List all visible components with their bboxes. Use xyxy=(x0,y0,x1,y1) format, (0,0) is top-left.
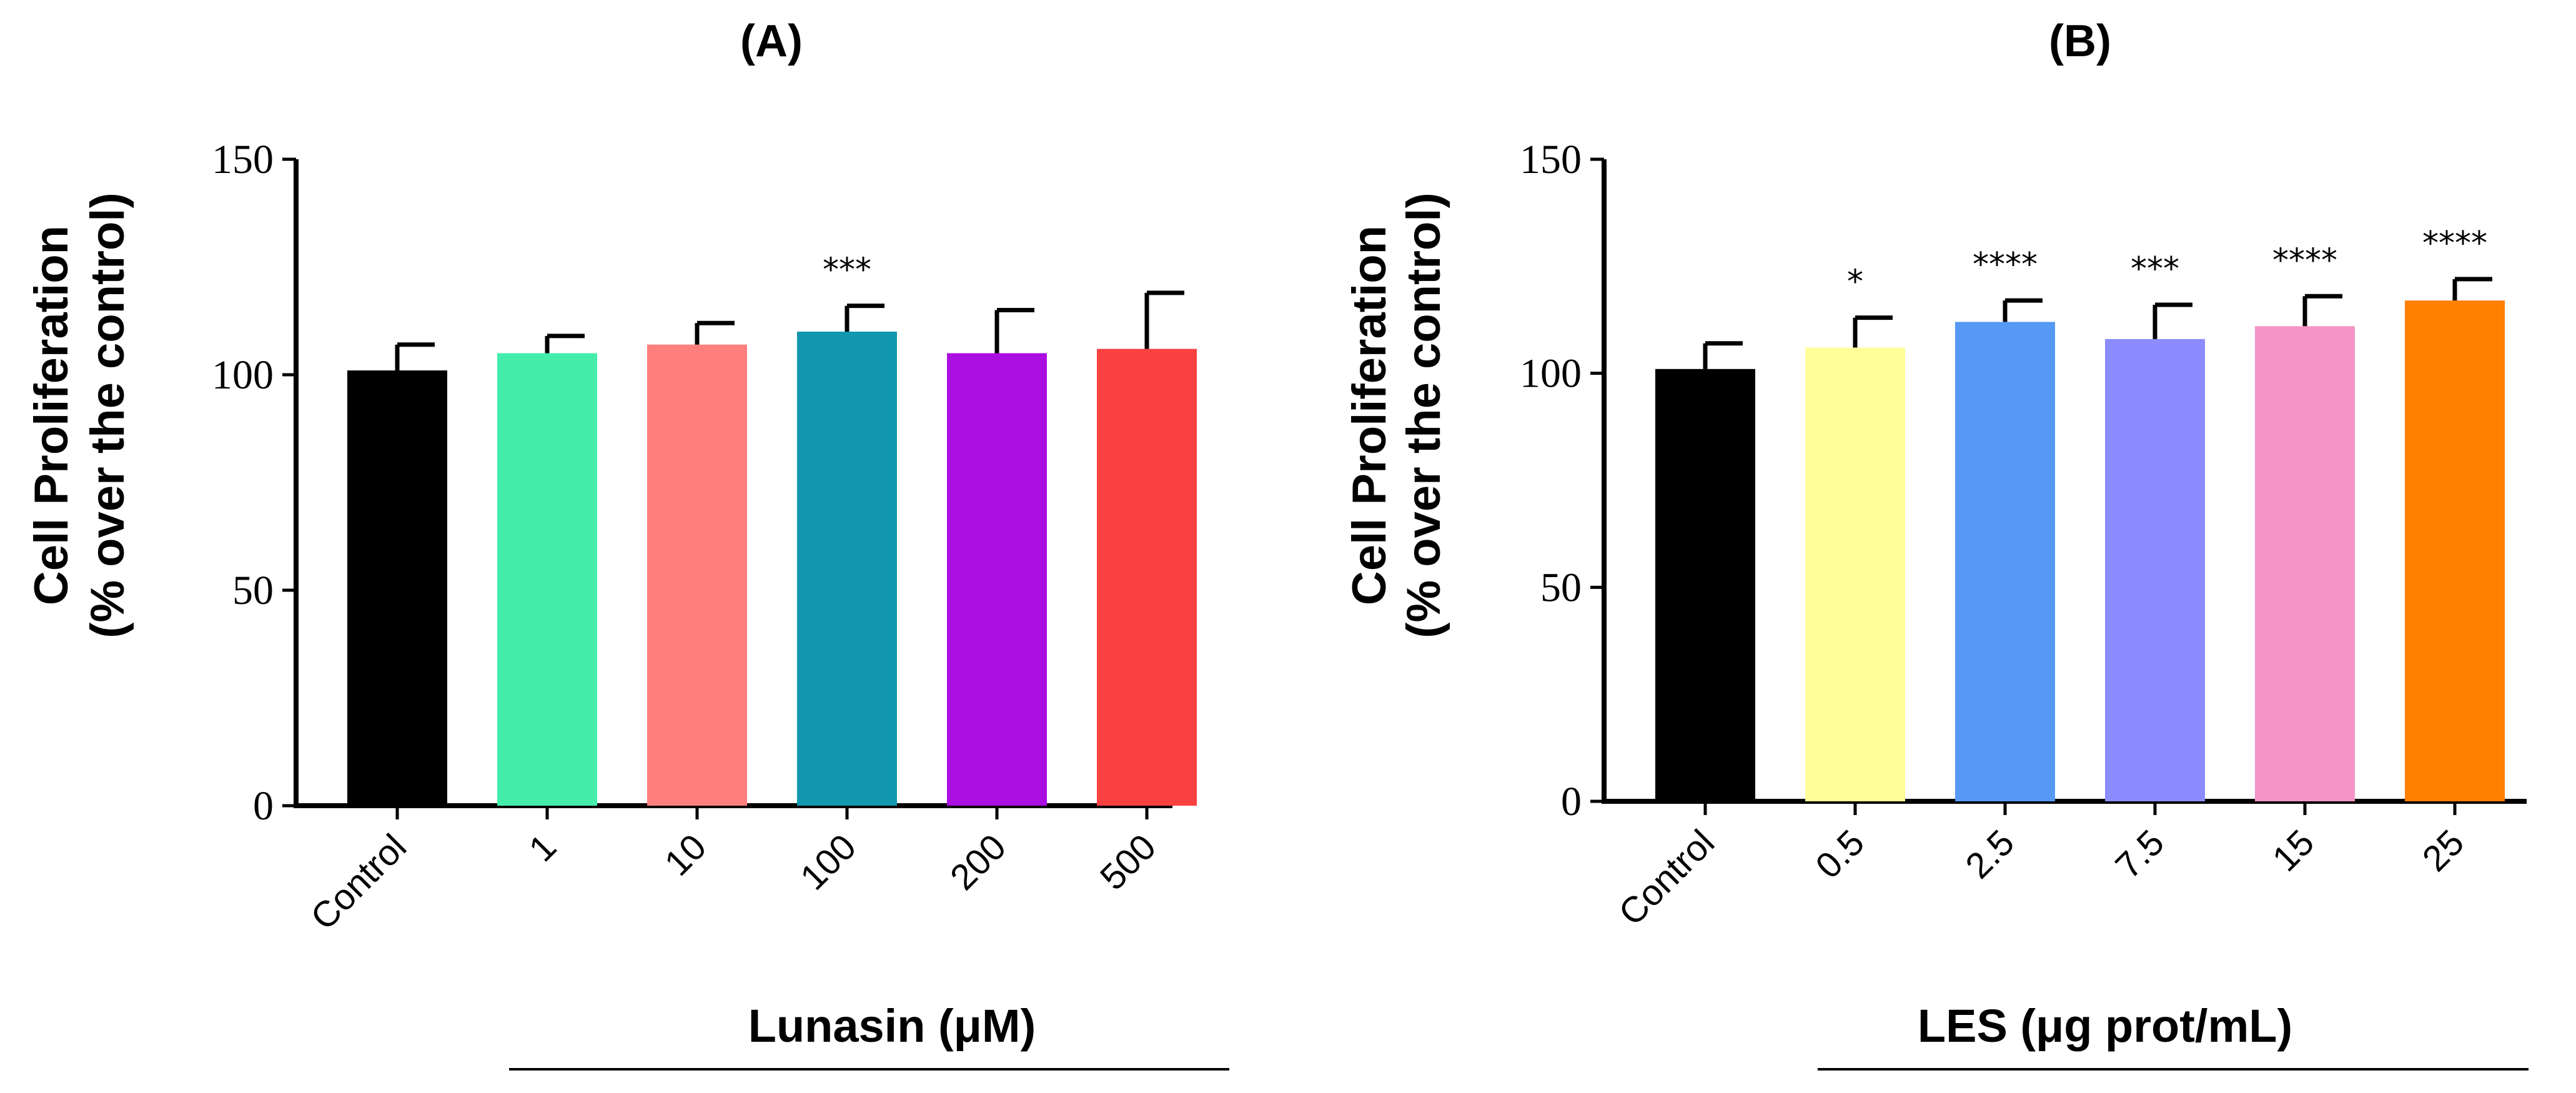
panel-a-x-tick-label: 200 xyxy=(943,826,1014,898)
panel-a-y-tick-label: 150 xyxy=(212,137,274,182)
panel-b-bar xyxy=(2255,326,2355,801)
panel-b-bar xyxy=(1655,368,1755,801)
panel-b-significance-label: *** xyxy=(2131,250,2179,288)
panel-a-error-bar xyxy=(1144,290,1184,349)
panel-b-error-bar xyxy=(2003,298,2043,322)
panel-a-x-tick-label: 500 xyxy=(1092,826,1164,898)
panel-a-significance-label: *** xyxy=(823,252,871,289)
panel-a-x-tick-label: 1 xyxy=(521,826,564,869)
panel-a-error-bar xyxy=(845,304,884,332)
panel-b-y-ticks: 0 50 100 150 xyxy=(1520,137,1604,824)
panel-a-x-title: Lunasin (μM) xyxy=(748,1000,1036,1052)
panel-b-error-bar xyxy=(2152,302,2192,339)
panel-a-bar xyxy=(347,370,447,806)
panel-b-x-tick-label: 2.5 xyxy=(1958,822,2022,886)
panel-b-x-ticks: Control 0.5 2.5 7.5 15 25 xyxy=(1611,801,2472,933)
panel-a-bars: *** xyxy=(347,252,1197,806)
panel-a-y-title-line2: (% over the control) xyxy=(81,192,134,638)
panel-b-x-tick-label: 25 xyxy=(2415,822,2472,879)
panel-b-bar xyxy=(2405,300,2505,801)
panel-b-significance-label: **** xyxy=(1973,246,2038,284)
panel-b-y-title-line1: Cell Proliferation xyxy=(1343,225,1396,605)
panel-b-error-bar xyxy=(1853,315,1893,348)
panel-b-bar xyxy=(1805,347,1905,801)
panel-b-error-bar xyxy=(2452,277,2492,301)
panel-b-error-bar xyxy=(2302,294,2342,327)
panel-a-bar xyxy=(1097,349,1197,806)
panel-b-bars: * **** *** **** **** xyxy=(1655,225,2505,801)
panel-a-bar xyxy=(797,332,897,806)
panel-b-y-tick-label: 0 xyxy=(1561,779,1582,824)
panel-b-x-title: LES (μg prot/mL) xyxy=(1918,1000,2292,1052)
panel-a-error-bar xyxy=(994,308,1034,354)
panel-b-label: (B) xyxy=(2049,16,2111,66)
panel-a-y-title-line1: Cell Proliferation xyxy=(25,225,78,605)
panel-b-x-tick-label: 7.5 xyxy=(2108,822,2172,886)
panel-a-error-bar xyxy=(395,342,435,371)
panel-a-x-tick-label: 100 xyxy=(793,826,864,898)
panel-a-x-ticks: Control 1 10 100 200 500 xyxy=(303,806,1164,937)
panel-a-y-tick-label: 50 xyxy=(232,568,274,613)
panel-b-x-tick-label: 0.5 xyxy=(1808,822,1872,886)
panel-a-bar xyxy=(947,353,1047,806)
panel-b-y-tick-label: 50 xyxy=(1540,565,1582,610)
panel-a-bar xyxy=(497,353,597,806)
panel-b-chart: (B) Cell Proliferation (% over the contr… xyxy=(1343,16,2529,1071)
panel-b-error-bar xyxy=(1703,341,1743,369)
panel-b-significance-label: * xyxy=(1847,264,1863,301)
panel-a-y-ticks: 0 50 100 150 xyxy=(212,137,296,829)
panel-a-bar xyxy=(647,344,747,806)
panel-b-y-tick-label: 100 xyxy=(1520,351,1582,397)
panel-a-label: (A) xyxy=(740,16,803,66)
panel-b-y-tick-label: 150 xyxy=(1520,137,1582,182)
panel-b-significance-label: **** xyxy=(2422,225,2487,262)
panel-b-bar xyxy=(2105,339,2205,801)
panel-b-x-tick-label: 15 xyxy=(2265,822,2322,879)
panel-a-x-tick-label: 10 xyxy=(657,826,715,884)
panel-b-y-title-line2: (% over the control) xyxy=(1397,192,1450,638)
panel-a-y-tick-label: 0 xyxy=(253,783,274,829)
panel-a-error-bar xyxy=(545,334,585,354)
panel-a-error-bar xyxy=(695,320,735,345)
panel-a-x-tick-label: Control xyxy=(303,826,414,937)
panel-a-chart: (A) Cell Proliferation (% over the contr… xyxy=(25,16,1229,1071)
panel-b-significance-label: **** xyxy=(2272,242,2337,279)
panel-b-bar xyxy=(1955,322,2055,801)
panel-a-y-tick-label: 100 xyxy=(212,352,274,398)
panel-b-x-tick-label: Control xyxy=(1611,822,1722,933)
